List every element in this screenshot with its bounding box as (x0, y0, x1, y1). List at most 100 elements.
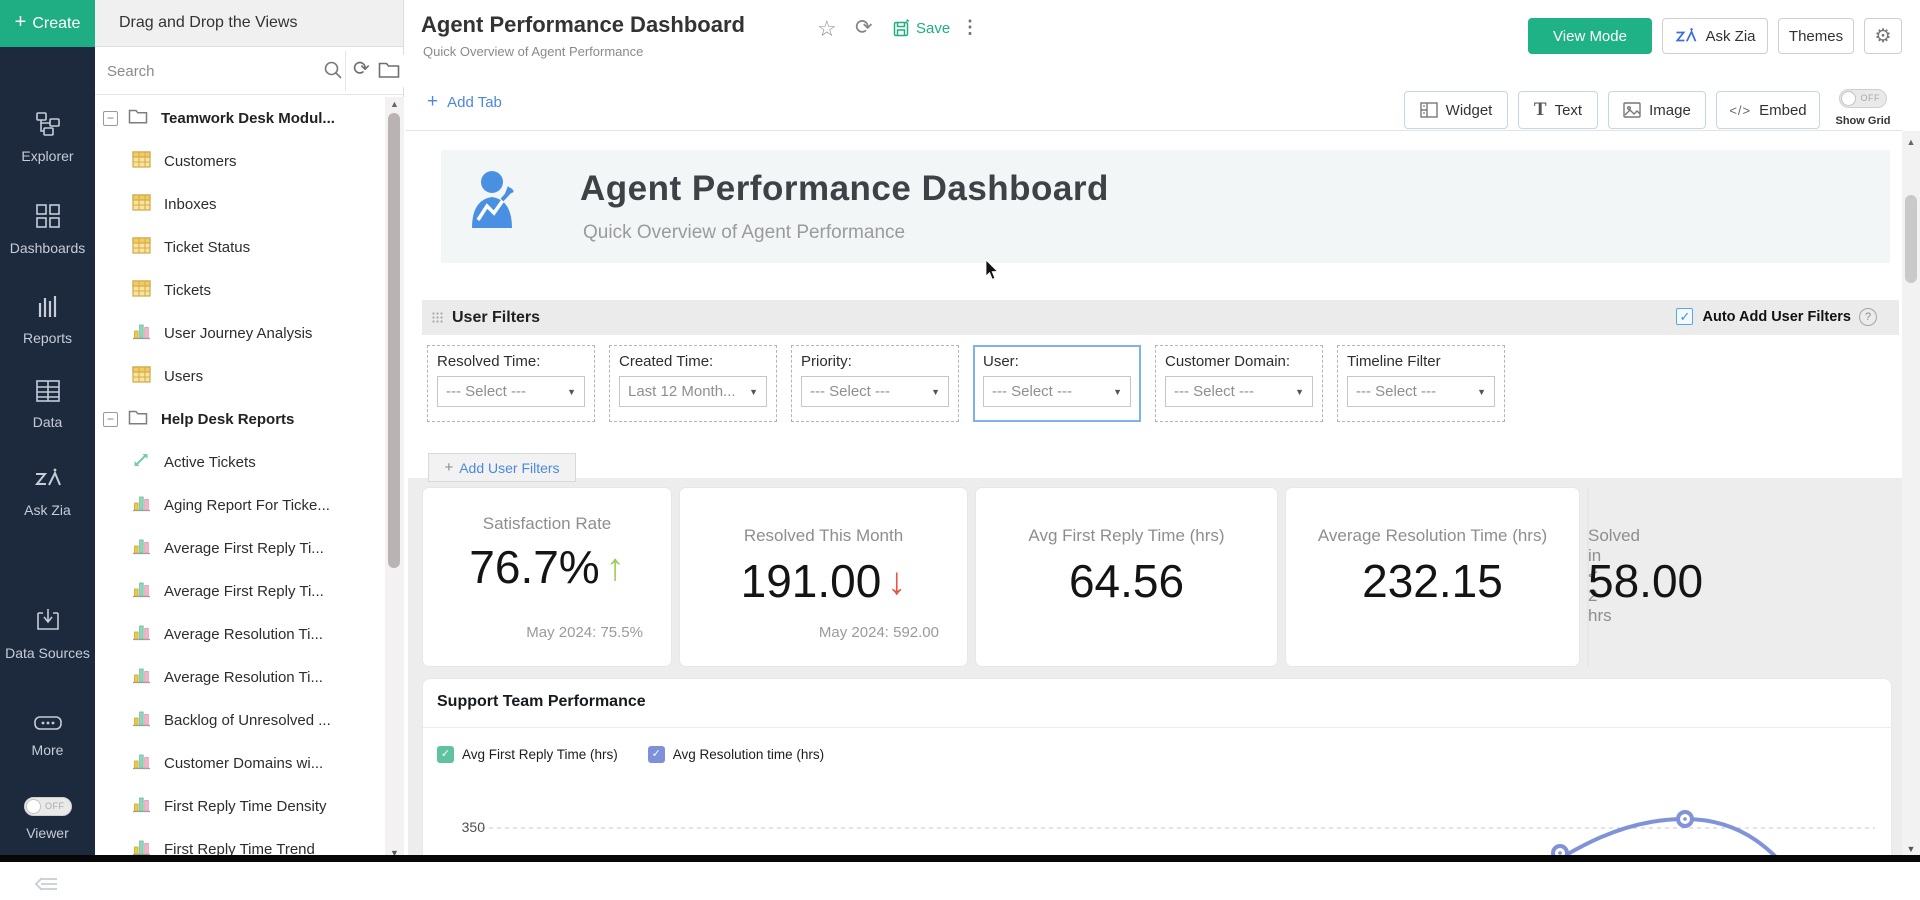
main-scrollbar[interactable]: ▲ ▼ (1902, 131, 1920, 862)
trend-arrow-icon (131, 451, 151, 474)
folder-view-icon[interactable] (378, 60, 400, 84)
view-mode-button[interactable]: View Mode (1528, 18, 1652, 54)
tree-item[interactable]: − User Journey Analysis (95, 312, 385, 355)
tree-item[interactable]: − First Reply Time Density (95, 785, 385, 828)
ask-zia-button[interactable]: Ask Zia (1662, 18, 1768, 54)
plus-icon: + (427, 91, 439, 112)
tree-item[interactable]: − Average First Reply Ti... (95, 527, 385, 570)
checkbox-checked-icon[interactable]: ✓ (1676, 308, 1694, 325)
kpi-card[interactable]: Average Resolution Time (hrs) 232.15↑↓ (1285, 487, 1580, 667)
sidebar-item-more[interactable]: More (0, 715, 95, 760)
refresh-icon[interactable]: ⟳ (855, 16, 873, 39)
more-label: More (31, 742, 64, 758)
scroll-up-icon[interactable]: ▲ (390, 99, 399, 109)
sidebar-item-reports[interactable]: Reports (0, 293, 95, 348)
collapse-node-icon[interactable]: − (103, 412, 118, 427)
filter-box[interactable]: Created Time: Last 12 Month... ▼ (609, 345, 777, 422)
filter-select[interactable]: --- Select --- ▼ (801, 376, 949, 407)
favorite-star-icon[interactable]: ☆ (817, 16, 837, 41)
save-icon: * (893, 19, 910, 37)
viewer-toggle[interactable]: OFF (23, 797, 72, 816)
filter-value: Last 12 Month... (628, 383, 736, 400)
save-button[interactable]: * Save (893, 19, 950, 37)
create-button[interactable]: + Create (0, 0, 95, 47)
filter-value: --- Select --- (810, 383, 890, 400)
tree-item[interactable]: − Help Desk Reports (95, 398, 385, 441)
dashboard-canvas: Agent Performance Dashboard Quick Overvi… (405, 131, 1902, 862)
tree-item[interactable]: − Backlog of Unresolved ... (95, 699, 385, 742)
tree-item[interactable]: − Average First Reply Ti... (95, 570, 385, 613)
kpi-card[interactable]: Satisfaction Rate 76.7%↑↓ May 2024: 75.5… (422, 487, 672, 667)
tree-item[interactable]: − First Reply Time Trend (95, 828, 385, 862)
refresh-views-icon[interactable]: ⟳ (353, 58, 370, 80)
data-sources-label: Data Sources (5, 645, 90, 661)
sidebar-item-explorer[interactable]: Explorer (0, 111, 95, 166)
tree-item[interactable]: − Aging Report For Ticke... (95, 484, 385, 527)
sidebar-item-data[interactable]: Data (0, 379, 95, 432)
legend-checkbox-icon[interactable]: ✓ (437, 746, 454, 763)
tree-item[interactable]: − Tickets (95, 269, 385, 312)
tree-item[interactable]: − Customer Domains wi... (95, 742, 385, 785)
support-team-performance-card[interactable]: Support Team Performance ✓ Avg First Rep… (422, 678, 1892, 862)
add-user-filters-button[interactable]: + Add User Filters (428, 453, 576, 482)
collapse-node-icon[interactable]: − (103, 111, 118, 126)
kpi-card[interactable]: Resolved This Month 191.00↑↓ May 2024: 5… (679, 487, 968, 667)
add-tab-button[interactable]: + Add Tab (427, 91, 502, 113)
user-filters-header[interactable]: User Filters ✓ Auto Add User Filters ? (422, 300, 1899, 335)
scroll-down-icon[interactable]: ▼ (1906, 844, 1916, 854)
scroll-down-icon[interactable]: ▼ (390, 848, 399, 858)
help-icon[interactable]: ? (1859, 308, 1877, 326)
tree-item-label: Help Desk Reports (161, 411, 295, 428)
tree-item[interactable]: − Active Tickets (95, 441, 385, 484)
trend-up-icon: ↑ (605, 547, 625, 589)
tree-item[interactable]: − Inboxes (95, 183, 385, 226)
widget-button[interactable]: Widget (1404, 91, 1508, 129)
sidebar-item-data-sources[interactable]: Data Sources (0, 605, 95, 663)
tree-item[interactable]: − Ticket Status (95, 226, 385, 269)
legend-checkbox-icon[interactable]: ✓ (647, 746, 665, 763)
themes-label: Themes (1788, 27, 1844, 45)
text-button[interactable]: T Text (1518, 91, 1598, 129)
filter-box[interactable]: Customer Domain: --- Select --- ▼ (1155, 345, 1323, 422)
scrollbar-thumb[interactable] (388, 113, 400, 568)
more-options-icon[interactable]: ⋮ (961, 17, 980, 37)
tree-item[interactable]: − Average Resolution Ti... (95, 656, 385, 699)
dashboards-label: Dashboards (9, 240, 86, 256)
tree-item[interactable]: − Teamwork Desk Modul... (95, 97, 385, 140)
kpi-card[interactable]: Solved in < 2 hrs 58.00↑↓ (1587, 487, 1703, 667)
more-icon (0, 715, 95, 736)
filter-box[interactable]: Resolved Time: --- Select --- ▼ (427, 345, 595, 422)
tree-item[interactable]: − Customers (95, 140, 385, 183)
legend-item[interactable]: ✓ Avg Resolution time (hrs) (647, 746, 824, 763)
auto-add-user-filters[interactable]: ✓ Auto Add User Filters (1676, 308, 1851, 325)
embed-button[interactable]: </> Embed (1716, 91, 1820, 129)
tree-item-label: Aging Report For Ticke... (164, 497, 330, 514)
kpi-card[interactable]: Avg First Reply Time (hrs) 64.56↑↓ (975, 487, 1278, 667)
filter-box[interactable]: Priority: --- Select --- ▼ (791, 345, 959, 422)
sidebar-item-ask-zia[interactable]: Ask Zia (0, 467, 95, 520)
filter-select[interactable]: Last 12 Month... ▼ (619, 376, 767, 407)
themes-button[interactable]: Themes (1778, 18, 1854, 54)
bar-chart-icon (131, 624, 151, 646)
collapse-sidebar-icon[interactable] (0, 873, 95, 900)
save-label: Save (916, 19, 951, 37)
tree-scrollbar[interactable]: ▲ ▼ (385, 97, 404, 862)
filter-box[interactable]: Timeline Filter --- Select --- ▼ (1337, 345, 1505, 422)
filter-select[interactable]: --- Select --- ▼ (437, 376, 585, 407)
search-input[interactable] (107, 55, 407, 87)
filter-select[interactable]: --- Select --- ▼ (983, 376, 1131, 407)
settings-button[interactable]: ⚙ (1864, 18, 1902, 54)
filter-select[interactable]: --- Select --- ▼ (1165, 376, 1313, 407)
filter-select[interactable]: --- Select --- ▼ (1347, 376, 1495, 407)
sidebar-item-dashboards[interactable]: Dashboards (0, 203, 95, 258)
dashboard-banner[interactable]: Agent Performance Dashboard Quick Overvi… (441, 150, 1890, 263)
filter-box[interactable]: User: --- Select --- ▼ (973, 345, 1141, 422)
tree-item[interactable]: − Users (95, 355, 385, 398)
image-button[interactable]: Image (1608, 91, 1706, 129)
scroll-up-icon[interactable]: ▲ (1906, 137, 1916, 147)
image-label: Image (1649, 101, 1691, 119)
tree-item[interactable]: − Average Resolution Ti... (95, 613, 385, 656)
show-grid-toggle[interactable]: OFF (1839, 89, 1887, 108)
legend-item[interactable]: ✓ Avg First Reply Time (hrs) (437, 746, 618, 763)
scrollbar-thumb[interactable] (1905, 195, 1917, 283)
